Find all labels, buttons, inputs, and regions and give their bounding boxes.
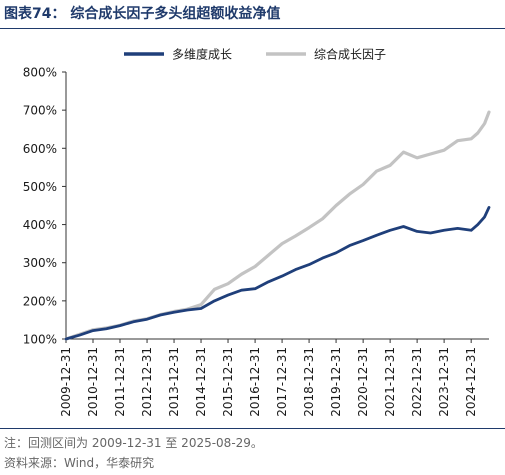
x-tick-label: 2018-12-31 <box>302 347 316 417</box>
source-note: 资料来源：Wind，华泰研究 <box>4 456 155 470</box>
backtest-note: 注：回测区间为 2009-12-31 至 2025-08-29。 <box>4 436 263 450</box>
chart-title: 图表74： 综合成长因子多头组超额收益净值 <box>4 6 281 22</box>
title-divider <box>0 28 505 29</box>
x-tick-label: 2024-12-31 <box>464 347 478 417</box>
x-tick-label: 2015-12-31 <box>221 347 235 417</box>
y-tick-label: 400% <box>23 218 57 232</box>
y-tick-label: 500% <box>23 180 57 194</box>
x-tick-label: 2020-12-31 <box>356 347 370 417</box>
y-tick-label: 700% <box>23 104 57 118</box>
legend-label-2: 综合成长因子 <box>314 47 386 62</box>
x-tick-label: 2022-12-31 <box>410 347 424 417</box>
x-tick-label: 2014-12-31 <box>194 347 208 417</box>
x-tick-label: 2011-12-31 <box>113 347 127 417</box>
y-tick-label: 300% <box>23 256 57 270</box>
x-tick-labels: 2009-12-31 2010-12-31 2011-12-31 2012-12-31… <box>59 347 478 417</box>
x-tick-label: 2016-12-31 <box>248 347 262 417</box>
footer-divider <box>0 428 505 429</box>
x-tick-label: 2010-12-31 <box>86 347 100 417</box>
chart-axes <box>62 71 489 343</box>
series-line-1 <box>64 206 491 341</box>
legend: 多维度成长 综合成长因子 <box>124 47 386 62</box>
x-tick-label: 2021-12-31 <box>383 347 397 417</box>
x-tick-label: 2017-12-31 <box>275 347 289 417</box>
series-lines <box>64 110 491 341</box>
series-line-2 <box>64 110 491 341</box>
x-tick-label: 2023-12-31 <box>437 347 451 417</box>
legend-label-1: 多维度成长 <box>172 47 232 62</box>
y-tick-label: 100% <box>23 333 57 347</box>
y-tick-label: 200% <box>23 294 57 308</box>
y-tick-label: 800% <box>23 66 57 80</box>
y-tick-label: 600% <box>23 142 57 156</box>
x-tick-label: 2009-12-31 <box>59 347 73 417</box>
x-tick-label: 2012-12-31 <box>140 347 154 417</box>
line-chart: 多维度成长 综合成长因子 100% 200% 300% 400% 500% 600% 700%… <box>23 47 491 417</box>
x-tick-label: 2019-12-31 <box>329 347 343 417</box>
y-tick-labels: 100% 200% 300% 400% 500% 600% 700% 800% <box>23 66 57 347</box>
x-tick-label: 2013-12-31 <box>167 347 181 417</box>
